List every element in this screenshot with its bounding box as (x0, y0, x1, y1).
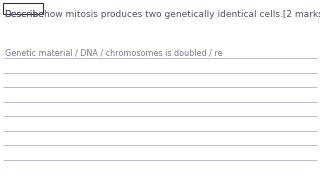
FancyBboxPatch shape (3, 3, 43, 14)
Text: Describe: Describe (4, 10, 44, 19)
Text: Genetic material / DNA / chromosomes is doubled / re: Genetic material / DNA / chromosomes is … (5, 48, 223, 57)
Text: how mitosis produces two genetically identical cells.[2 marks]: how mitosis produces two genetically ide… (44, 10, 320, 19)
Text: Describe: Describe (4, 10, 44, 19)
